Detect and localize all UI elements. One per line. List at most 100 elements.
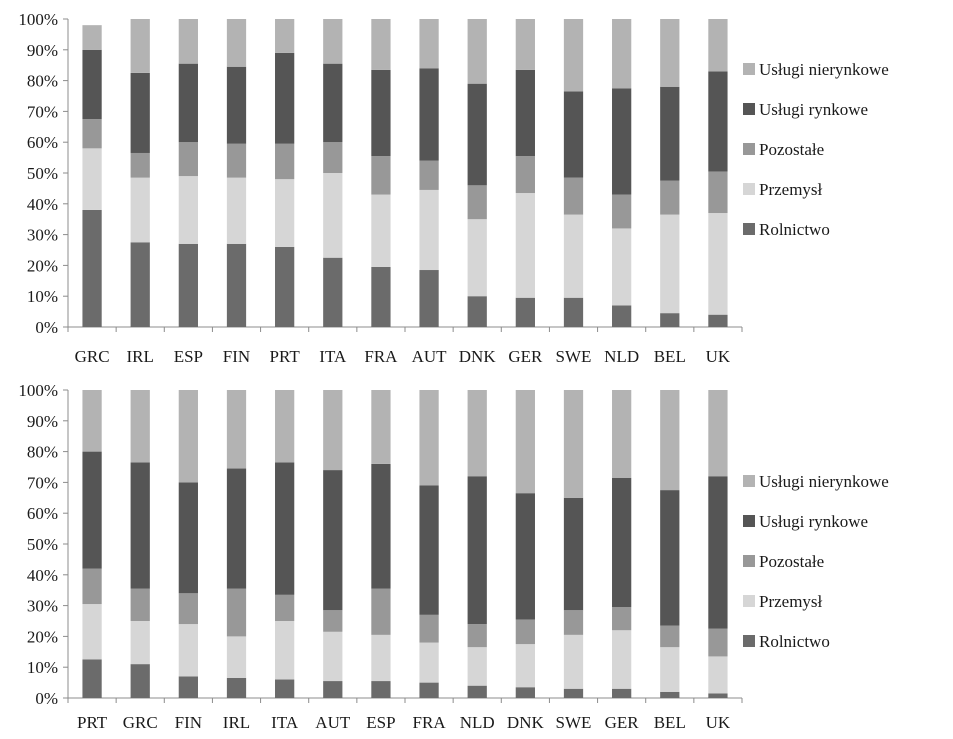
bar-segment-usługi-rynkowe-aut (323, 470, 343, 611)
legend-swatch-pozostałe (743, 143, 755, 155)
bar-segment-usługi-nierynkowe-bel (660, 19, 680, 87)
bar-segment-przemysł-grc (130, 621, 150, 665)
bar-segment-usługi-nierynkowe-fra (371, 19, 391, 70)
bar-segment-usługi-rynkowe-prt (275, 52, 295, 144)
bar-segment-usługi-rynkowe-irl (226, 468, 247, 589)
bar-segment-pozostałe-uk (708, 628, 728, 657)
legend-swatch-usługi-nierynkowe (743, 63, 755, 75)
y-tick-label: 70% (27, 473, 58, 492)
bar-segment-rolnictwo-swe (563, 688, 584, 698)
bar-segment-pozostałe-grc (82, 119, 102, 149)
bar-segment-usługi-rynkowe-uk (708, 71, 728, 172)
legend-swatch-usługi-rynkowe (743, 515, 755, 527)
legend-label-rolnictwo: Rolnictwo (759, 220, 830, 239)
x-tick-label-aut: AUT (412, 347, 448, 366)
x-tick-label-dnk: DNK (507, 713, 545, 732)
bar-segment-usługi-nierynkowe-nld (467, 390, 487, 477)
bar-segment-usługi-rynkowe-ita (323, 63, 343, 143)
bar-segment-przemysł-esp (371, 634, 391, 682)
y-tick-label: 60% (27, 133, 58, 152)
bar-segment-rolnictwo-ita (323, 257, 343, 327)
bar-segment-usługi-rynkowe-nld (467, 476, 487, 625)
x-tick-label-dnk: DNK (459, 347, 497, 366)
legend-label-pozostałe: Pozostałe (759, 552, 824, 571)
bar-segment-usługi-rynkowe-esp (371, 463, 391, 589)
bar-segment-usługi-nierynkowe-bel (660, 390, 680, 491)
bar-segment-rolnictwo-prt (275, 246, 295, 327)
bar-segment-rolnictwo-fra (419, 682, 439, 698)
x-tick-label-fin: FIN (223, 347, 250, 366)
bar-segment-przemysł-irl (226, 636, 247, 678)
x-tick-label-prt: PRT (270, 347, 301, 366)
bar-segment-pozostałe-nld (467, 624, 487, 648)
x-tick-label-nld: NLD (460, 713, 495, 732)
x-tick-label-bel: BEL (654, 347, 686, 366)
bar-segment-pozostałe-aut (323, 610, 343, 632)
x-tick-label-uk: UK (706, 713, 731, 732)
bar-segment-usługi-nierynkowe-dnk (515, 390, 535, 494)
bar-segment-przemysł-ita (323, 173, 343, 258)
bar-segment-rolnictwo-swe (563, 297, 584, 327)
bar-segment-rolnictwo-nld (467, 685, 487, 698)
y-tick-label: 10% (27, 287, 58, 306)
bar-segment-przemysł-ger (612, 630, 632, 689)
legend-label-przemysł: Przemysł (759, 180, 823, 199)
x-tick-label-prt: PRT (77, 713, 108, 732)
bar-segment-przemysł-fin (178, 624, 198, 677)
legend-label-rolnictwo: Rolnictwo (759, 632, 830, 651)
bar-segment-usługi-nierynkowe-prt (82, 390, 102, 452)
bar-segment-usługi-nierynkowe-dnk (467, 19, 487, 84)
legend-swatch-przemysł (743, 183, 755, 195)
bar-segment-rolnictwo-irl (130, 242, 150, 327)
bar-segment-usługi-rynkowe-dnk (515, 493, 535, 620)
y-tick-label: 80% (27, 443, 58, 462)
bar-segment-rolnictwo-fin (226, 243, 247, 327)
bar-segment-pozostałe-fin (178, 593, 198, 625)
bar-segment-rolnictwo-ger (612, 688, 632, 698)
bar-segment-przemysł-esp (178, 176, 198, 244)
y-tick-label: 50% (27, 535, 58, 554)
bar-segment-usługi-rynkowe-fin (226, 66, 247, 144)
legend-label-usługi-rynkowe: Usługi rynkowe (759, 100, 868, 119)
bar-segment-pozostałe-uk (708, 171, 728, 214)
x-tick-label-swe: SWE (556, 713, 592, 732)
y-tick-label: 0% (35, 318, 58, 337)
bar-segment-usługi-nierynkowe-nld (612, 19, 632, 89)
x-tick-label-grc: GRC (75, 347, 110, 366)
legend-label-przemysł: Przemysł (759, 592, 823, 611)
bar-segment-przemysł-dnk (467, 219, 487, 297)
y-tick-label: 100% (18, 381, 58, 400)
y-tick-label: 40% (27, 195, 58, 214)
bar-segment-pozostałe-ita (323, 142, 343, 173)
bar-segment-pozostałe-bel (660, 180, 680, 215)
bar-segment-rolnictwo-dnk (467, 296, 487, 327)
bar-segment-usługi-nierynkowe-swe (563, 19, 584, 92)
bar-segment-przemysł-ita (275, 621, 295, 680)
bar-segment-pozostałe-ger (612, 607, 632, 631)
y-tick-label: 80% (27, 72, 58, 91)
y-tick-label: 100% (18, 10, 58, 29)
legend-swatch-pozostałe (743, 555, 755, 567)
bar-segment-rolnictwo-grc (130, 664, 150, 698)
x-tick-label-ita: ITA (319, 347, 347, 366)
bar-segment-usługi-rynkowe-grc (82, 49, 102, 120)
bar-segment-rolnictwo-fra (371, 266, 391, 327)
bar-segment-pozostałe-ita (275, 594, 295, 621)
bar-segment-przemysł-prt (82, 604, 102, 660)
y-tick-label: 50% (27, 164, 58, 183)
bar-segment-usługi-nierynkowe-esp (178, 19, 198, 64)
bar-segment-usługi-rynkowe-nld (612, 88, 632, 195)
bar-segment-rolnictwo-esp (178, 243, 198, 327)
bar-segment-usługi-nierynkowe-ger (612, 390, 632, 478)
legend-label-pozostałe: Pozostałe (759, 140, 824, 159)
x-tick-label-esp: ESP (174, 347, 203, 366)
y-tick-label: 10% (27, 658, 58, 677)
bar-segment-pozostałe-fra (419, 614, 439, 643)
x-tick-label-fra: FRA (413, 713, 447, 732)
legend-swatch-rolnictwo (743, 635, 755, 647)
bar-segment-usługi-nierynkowe-ger (515, 19, 535, 70)
bar-segment-pozostałe-irl (226, 588, 247, 637)
x-tick-label-grc: GRC (123, 713, 158, 732)
y-tick-label: 20% (27, 627, 58, 646)
